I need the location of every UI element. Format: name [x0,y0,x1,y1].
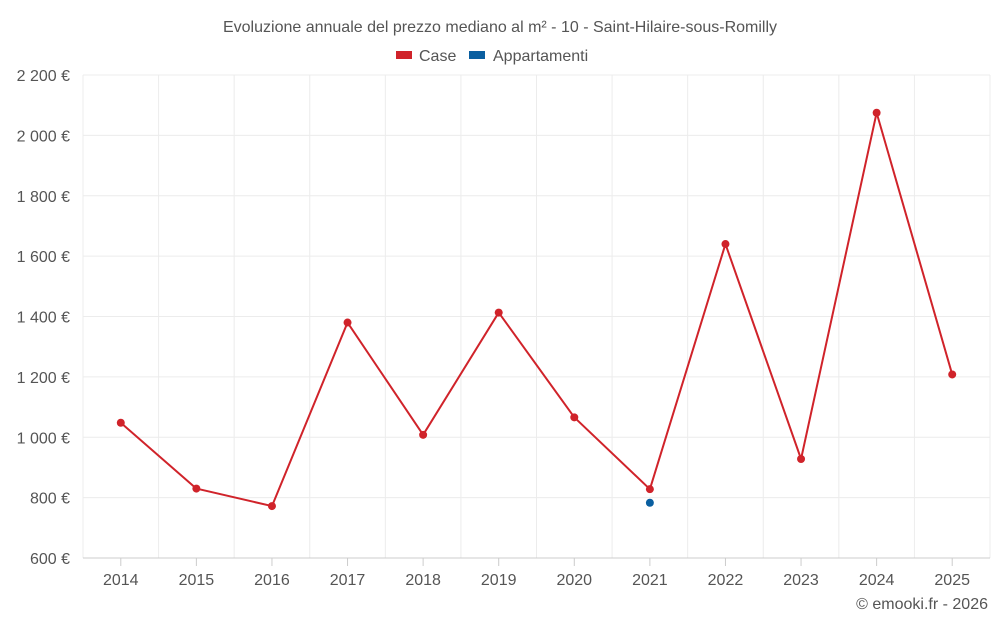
legend[interactable]: Case Appartamenti [396,48,588,65]
y-tick-label: 800 € [30,491,70,508]
data-point-case-2020[interactable] [570,413,579,422]
data-point-case-2019[interactable] [494,308,503,317]
x-tick-label: 2017 [330,572,366,589]
series-line-case [120,111,954,508]
legend-label-case[interactable]: Case [419,48,456,65]
x-tick-label: 2021 [632,572,668,589]
y-tick-label: 1 200 € [17,370,70,387]
data-point-case-2025[interactable] [948,370,957,379]
y-axis: 600 € 800 € 1 000 € 1 200 € 1 400 € 1 600 € 1 … [17,68,70,568]
data-point-appartamenti-2021[interactable] [645,498,654,507]
x-tick-label: 2016 [254,572,290,589]
y-tick-label: 600 € [30,551,70,568]
legend-swatch-case[interactable] [396,51,412,59]
legend-label-appartamenti[interactable]: Appartamenti [493,48,588,65]
x-tick-label: 2024 [859,572,895,589]
data-point-case-2023[interactable] [797,454,806,463]
x-tick-label: 2018 [405,572,441,589]
chart-title: Evoluzione annuale del prezzo mediano al… [223,19,777,36]
x-tick-label: 2022 [708,572,744,589]
x-tick-label: 2023 [783,572,819,589]
data-point-case-2018[interactable] [419,430,428,439]
x-tick-label: 2020 [556,572,592,589]
y-tick-label: 2 200 € [17,68,70,85]
data-point-case-2021[interactable] [645,485,654,494]
credit-text[interactable]: © emooki.fr - 2026 [856,596,988,613]
data-point-case-2016[interactable] [267,502,276,511]
x-tick-label: 2025 [934,572,970,589]
x-axis: 2014 2015 2016 2017 2018 2019 2020 2021 2022 2023… [83,557,990,589]
y-tick-label: 1 800 € [17,189,70,206]
y-tick-label: 1 600 € [17,249,70,266]
data-point-case-2015[interactable] [192,484,201,493]
data-point-case-2024[interactable] [872,108,881,117]
y-tick-label: 1 000 € [17,430,70,447]
x-tick-label: 2015 [179,572,215,589]
x-tick-label: 2019 [481,572,517,589]
y-tick-label: 1 400 € [17,310,70,327]
legend-swatch-appartamenti[interactable] [469,51,485,59]
x-tick-label: 2014 [103,572,139,589]
grid [82,74,991,559]
data-point-case-2017[interactable] [343,318,352,327]
data-point-case-2014[interactable] [116,418,125,427]
data-point-case-2022[interactable] [721,240,730,249]
series-layer [116,108,957,511]
y-tick-label: 2 000 € [17,128,70,145]
